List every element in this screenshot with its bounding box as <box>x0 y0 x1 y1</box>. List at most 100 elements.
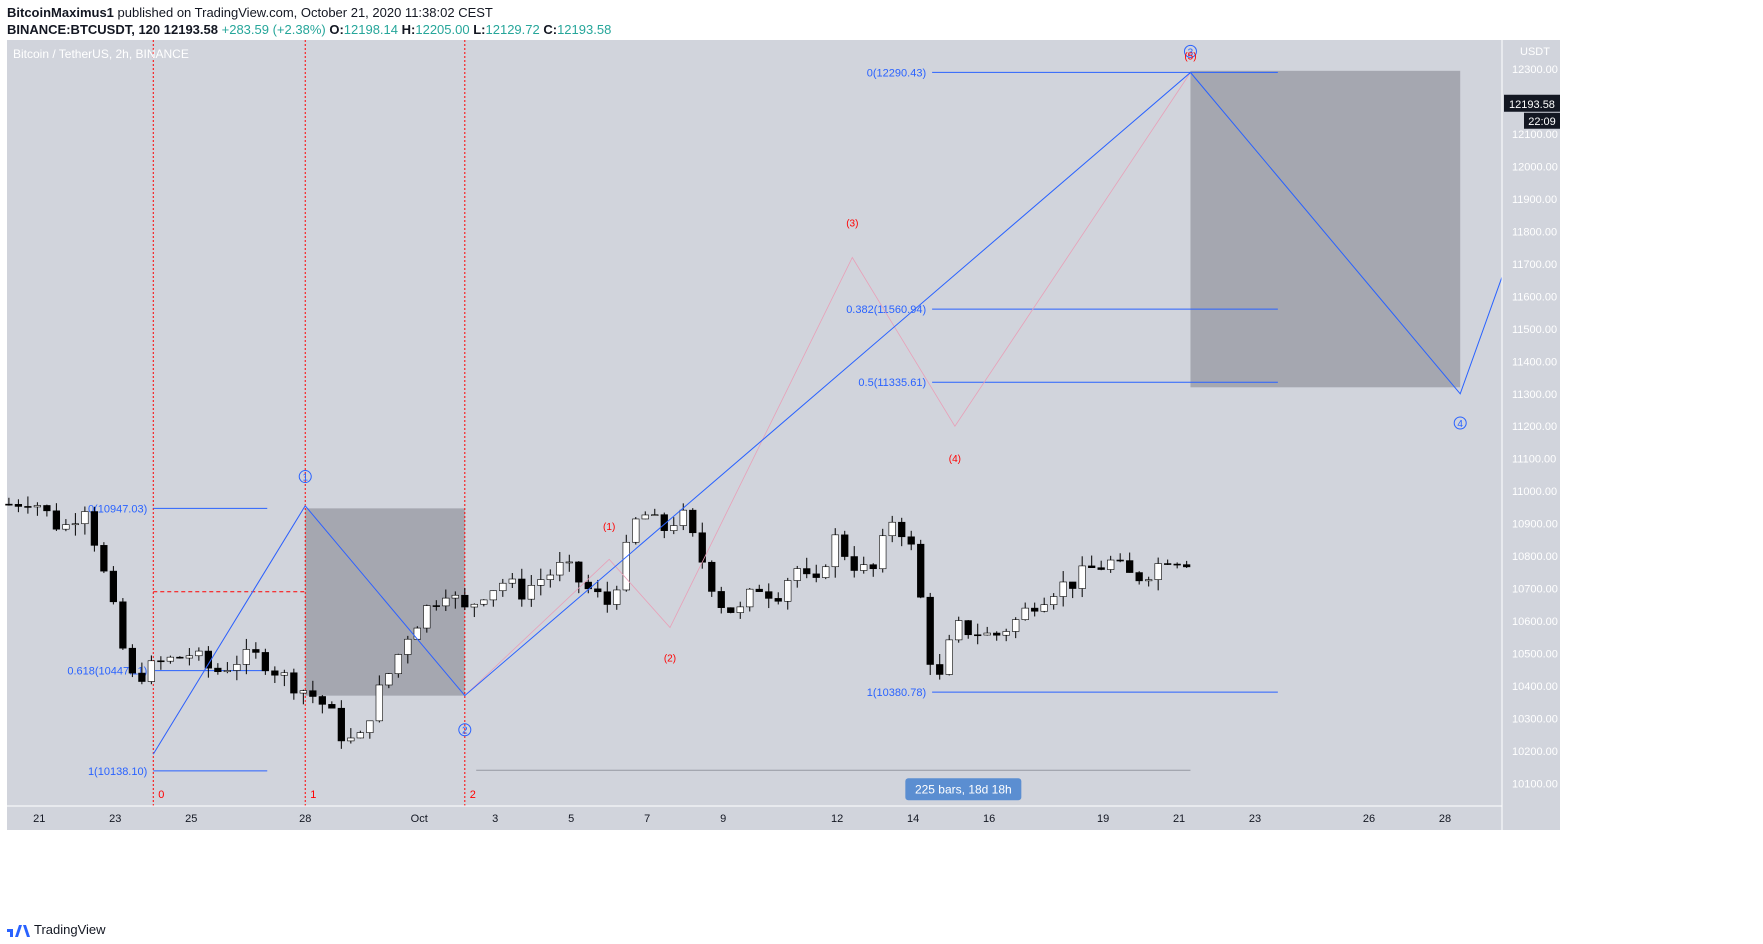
candle-body <box>480 599 488 605</box>
primary-wave-circle <box>1183 44 1197 58</box>
x-tick-label: 5 <box>568 813 574 825</box>
price-change: +283.59 (+2.38%) <box>221 22 326 37</box>
candle-body <box>1088 565 1096 568</box>
candle-body <box>451 594 459 599</box>
primary-wave-circle <box>1453 416 1467 430</box>
tradingview-brand[interactable]: TradingView <box>34 922 106 937</box>
y-tick-label: 10900.00 <box>1512 519 1558 531</box>
fib-level-label: 1(10138.10) <box>88 766 147 778</box>
candle-body <box>898 521 906 538</box>
candle-body <box>261 652 269 672</box>
candle-body <box>1040 604 1048 612</box>
y-tick-label: 10700.00 <box>1512 584 1558 596</box>
y-tick-label: 11400.00 <box>1512 356 1557 368</box>
primary-wave-circle <box>298 470 312 484</box>
candle-body <box>423 605 431 629</box>
candle-body <box>233 664 241 671</box>
sub-wave-label: (1) <box>603 522 615 533</box>
candle-body <box>651 514 659 516</box>
fib-level-label: 0.382(11560.94) <box>846 304 926 316</box>
symbol-label: BINANCE:BTCUSDT, 120 <box>7 22 161 37</box>
candle-body <box>1116 559 1124 562</box>
x-tick-label: 25 <box>185 813 197 825</box>
y-tick-label: 11300.00 <box>1512 389 1557 401</box>
vertical-marker-label: 2 <box>470 789 476 801</box>
fib-level-label: 0.618(10447.11) <box>67 666 147 678</box>
sub-wave-label: (4) <box>949 454 961 465</box>
fib-layer: 0(10947.03) 0.618(10447.11) 1(10138.10) 0(1… <box>67 67 1278 778</box>
footer-bar: TradingView <box>0 916 1763 944</box>
publish-info: published on TradingView.com, October 21… <box>117 5 493 20</box>
candle-body <box>575 561 583 583</box>
candle-body <box>337 707 345 742</box>
candle-body <box>1173 563 1181 566</box>
candle-body <box>185 655 193 659</box>
y-tick-label: 11900.00 <box>1512 194 1557 206</box>
author-line: BitcoinMaximus1 published on TradingView… <box>7 5 493 20</box>
candle-body <box>774 598 782 602</box>
candle-body <box>1078 565 1086 589</box>
candle-body <box>1002 631 1010 636</box>
candle-body <box>394 654 402 674</box>
low-label: L: <box>473 22 486 37</box>
candle-body <box>622 541 630 591</box>
candle-body <box>119 601 127 649</box>
candle-body <box>1050 596 1058 605</box>
vertical-marker-label: 1 <box>310 789 316 801</box>
candle-body <box>537 579 545 586</box>
candle-body <box>290 672 298 694</box>
candle-body <box>385 673 393 686</box>
candle-body <box>964 620 972 636</box>
candle-body <box>784 580 792 602</box>
candle-body <box>1012 619 1020 632</box>
candle-body <box>717 591 725 608</box>
candle-body <box>1069 581 1077 589</box>
sub-wave-label: (2) <box>664 654 676 665</box>
candle-body <box>242 649 250 665</box>
vertical-marker-label: 0 <box>158 789 164 801</box>
y-tick-label: 10800.00 <box>1512 551 1558 563</box>
candle-body <box>499 582 507 592</box>
candle-body <box>195 650 203 657</box>
candle-body <box>432 605 440 607</box>
tradingview-logo-icon[interactable] <box>6 924 32 938</box>
candle-body <box>223 670 231 673</box>
candle-body <box>1059 581 1067 597</box>
fib-level-label: 0.5(11335.61) <box>858 377 926 389</box>
close-value: 12193.58 <box>557 22 612 37</box>
candle-body <box>746 588 754 608</box>
last-price: 12193.58 <box>163 22 218 37</box>
candle-body <box>157 660 165 663</box>
candle-body <box>926 596 934 665</box>
candle-body <box>860 564 868 571</box>
candle-body <box>594 588 602 593</box>
price-axis[interactable] <box>1502 40 1560 830</box>
candle-body <box>347 737 355 742</box>
candle-body <box>812 573 820 578</box>
projection-box <box>1190 70 1461 388</box>
y-tick-label: 10400.00 <box>1512 681 1558 693</box>
primary-wave-path <box>152 71 1503 755</box>
candle-body <box>1145 579 1153 582</box>
x-tick-label: 23 <box>1249 813 1261 825</box>
candle-body <box>81 511 89 525</box>
sub-wave-label: (5) <box>1184 51 1196 62</box>
y-tick-label: 11700.00 <box>1512 259 1557 271</box>
candle-body <box>689 509 697 534</box>
candle-body <box>14 504 23 507</box>
y-tick-label: 10100.00 <box>1512 778 1558 790</box>
candle-body <box>803 568 811 575</box>
y-tick-label: 12000.00 <box>1512 162 1558 174</box>
candle-body <box>793 568 801 581</box>
candle-body <box>109 570 118 603</box>
candle-body <box>907 536 915 545</box>
publish-header: BitcoinMaximus1 published on TradingView… <box>0 0 1763 44</box>
candle-body <box>1107 559 1115 570</box>
candle-body <box>489 590 497 601</box>
time-axis[interactable] <box>7 806 1502 830</box>
candle-body <box>176 656 184 659</box>
author-name[interactable]: BitcoinMaximus1 <box>7 5 114 20</box>
candle-body <box>100 545 108 572</box>
candle-body <box>1021 607 1029 620</box>
